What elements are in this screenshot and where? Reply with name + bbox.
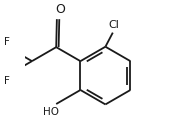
Text: HO: HO: [43, 107, 59, 117]
Text: O: O: [55, 3, 65, 16]
Text: Cl: Cl: [108, 20, 119, 30]
Text: F: F: [4, 76, 10, 86]
Text: F: F: [4, 37, 10, 47]
